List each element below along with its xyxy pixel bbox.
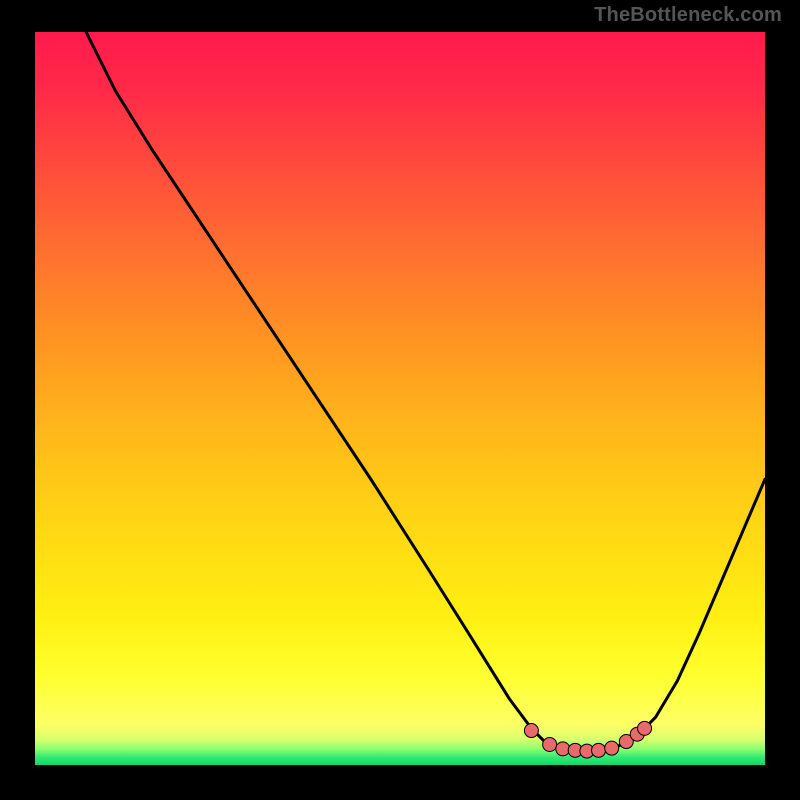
gradient-background: [35, 32, 765, 765]
chart-container: TheBottleneck.com: [0, 0, 800, 800]
watermark-text: TheBottleneck.com: [594, 4, 782, 27]
plot-area: [35, 32, 765, 765]
